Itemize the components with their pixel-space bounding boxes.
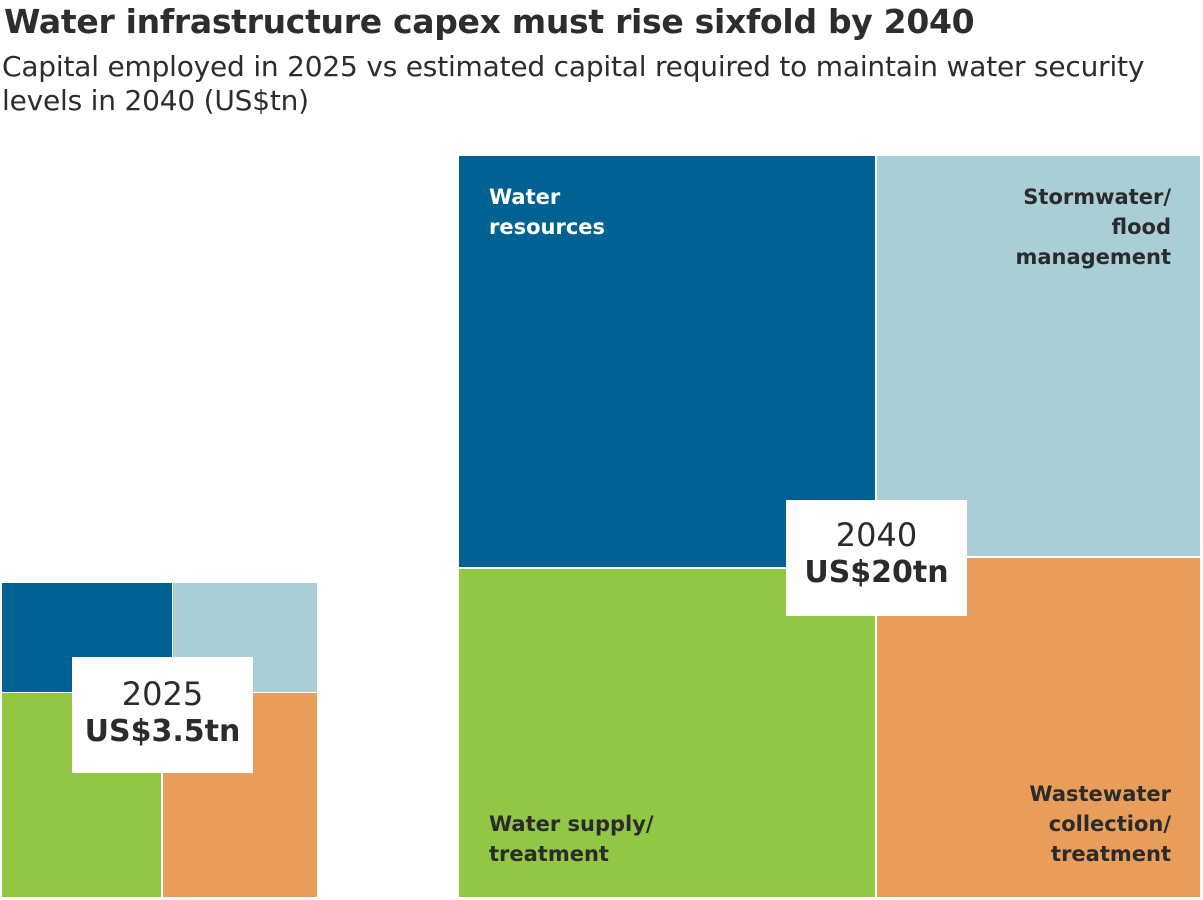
tile-2040-water-supply: Water supply/ treatment — [459, 569, 875, 897]
tile-2040-water-resources: Water resources — [459, 156, 875, 567]
label-water-supply: Water supply/ treatment — [489, 809, 654, 869]
label-water-resources: Water resources — [489, 182, 605, 242]
total-label-2040: 2040 US$20tn — [786, 500, 967, 616]
label-line: treatment — [489, 842, 609, 866]
tile-2040-stormwater: Stormwater/ flood management — [877, 156, 1200, 556]
year-label-2040: 2040 — [835, 516, 918, 554]
label-line: flood — [1111, 215, 1171, 239]
label-line: Stormwater/ — [1023, 185, 1171, 209]
label-line: management — [1015, 245, 1171, 269]
total-label-2025: 2025 US$3.5tn — [72, 657, 253, 773]
chart-subtitle: Capital employed in 2025 vs estimated ca… — [2, 50, 1145, 117]
label-wastewater: Wastewater collection/ treatment — [1029, 779, 1171, 869]
label-stormwater: Stormwater/ flood management — [1015, 182, 1171, 272]
treemap-2040: Water resources Stormwater/ flood manage… — [459, 156, 1200, 897]
year-label-2025: 2025 — [121, 675, 204, 713]
total-value-2025: US$3.5tn — [84, 714, 241, 749]
label-line: collection/ — [1048, 812, 1171, 836]
total-value-2040: US$20tn — [804, 555, 949, 590]
label-line: resources — [489, 215, 606, 239]
label-line: Water — [489, 185, 561, 209]
label-line: treatment — [1051, 842, 1171, 866]
chart-title: Water infrastructure capex must rise six… — [4, 2, 975, 41]
label-line: Water supply/ — [489, 812, 654, 836]
label-line: Wastewater — [1029, 782, 1171, 806]
